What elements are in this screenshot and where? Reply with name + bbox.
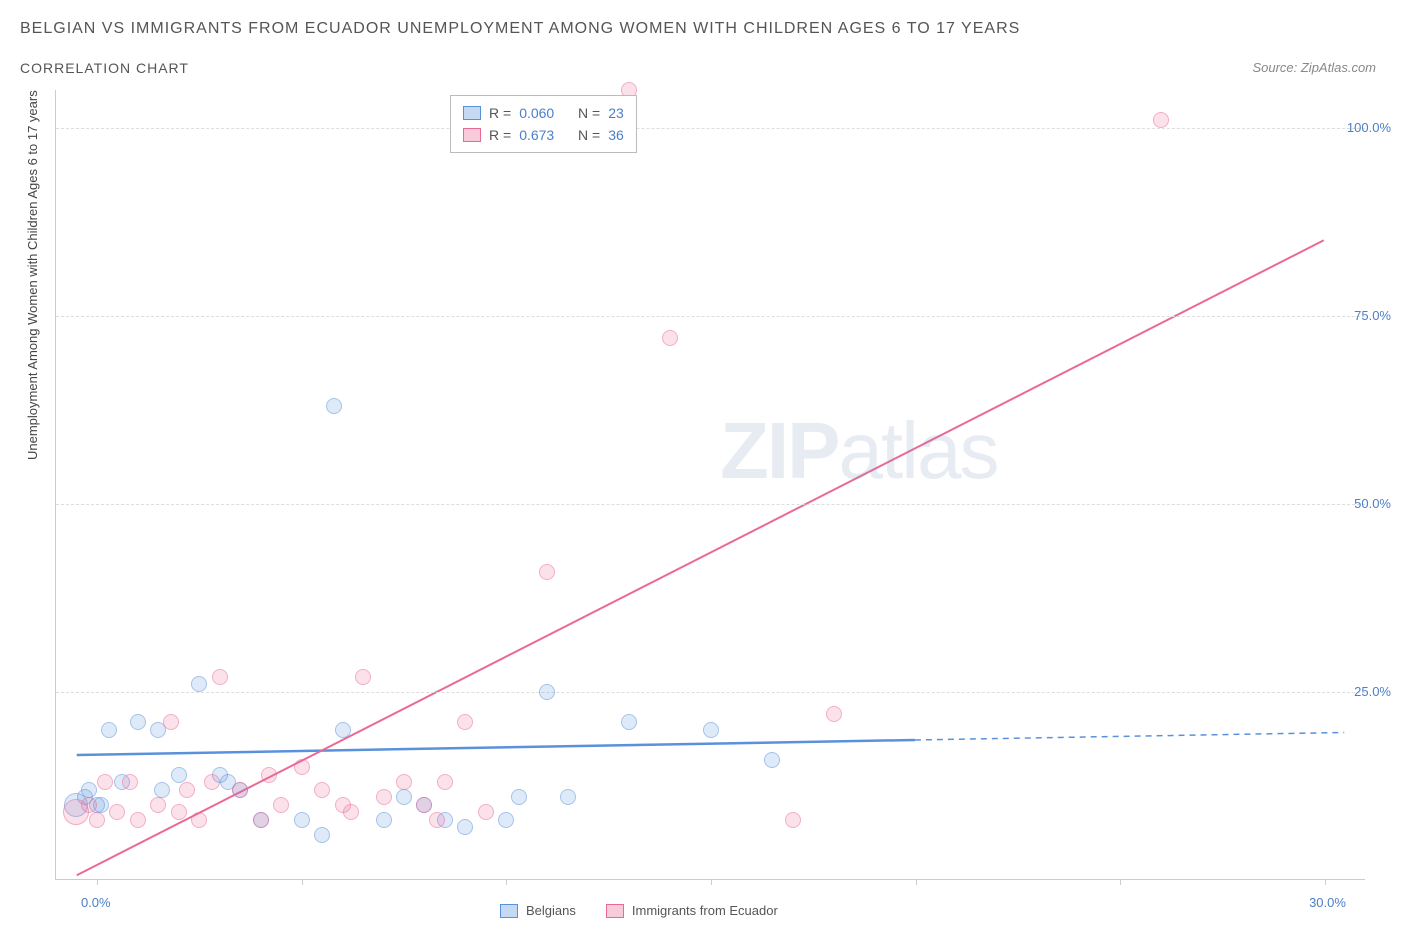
- scatter-point: [109, 804, 125, 820]
- legend-row: R = 0.673 N = 36: [463, 124, 624, 146]
- scatter-point: [212, 669, 228, 685]
- y-tick-label: 50.0%: [1354, 496, 1391, 511]
- scatter-point: [294, 812, 310, 828]
- scatter-point: [662, 330, 678, 346]
- scatter-point: [97, 774, 113, 790]
- scatter-point: [191, 676, 207, 692]
- r-label: R =: [489, 105, 511, 121]
- legend-swatch: [463, 128, 481, 142]
- scatter-point: [171, 804, 187, 820]
- scatter-point: [294, 759, 310, 775]
- scatter-point: [130, 812, 146, 828]
- scatter-point: [478, 804, 494, 820]
- legend-item: Belgians: [500, 903, 576, 918]
- legend-label: Belgians: [526, 903, 576, 918]
- scatter-point: [150, 797, 166, 813]
- x-tick: [1325, 879, 1326, 885]
- scatter-point: [396, 774, 412, 790]
- scatter-point: [179, 782, 195, 798]
- legend-swatch: [500, 904, 518, 918]
- scatter-point: [437, 774, 453, 790]
- x-tick: [506, 879, 507, 885]
- scatter-point: [261, 767, 277, 783]
- scatter-point: [539, 684, 555, 700]
- scatter-point: [376, 789, 392, 805]
- r-value: 0.673: [519, 127, 554, 143]
- y-tick-label: 100.0%: [1347, 120, 1391, 135]
- scatter-point: [416, 797, 432, 813]
- r-label: R =: [489, 127, 511, 143]
- legend-row: R = 0.060 N = 23: [463, 102, 624, 124]
- trend-lines-layer: [56, 90, 1365, 879]
- scatter-point: [511, 789, 527, 805]
- scatter-point: [273, 797, 289, 813]
- x-tick-label: 0.0%: [81, 895, 111, 910]
- gridline-h: [56, 504, 1365, 505]
- scatter-point: [343, 804, 359, 820]
- scatter-point: [130, 714, 146, 730]
- r-value: 0.060: [519, 105, 554, 121]
- scatter-point: [335, 722, 351, 738]
- x-tick: [916, 879, 917, 885]
- chart-plot-area: [55, 90, 1365, 880]
- scatter-point: [621, 714, 637, 730]
- scatter-point: [204, 774, 220, 790]
- legend-label: Immigrants from Ecuador: [632, 903, 778, 918]
- trend-line: [77, 740, 915, 755]
- scatter-point: [171, 767, 187, 783]
- scatter-point: [826, 706, 842, 722]
- scatter-point: [429, 812, 445, 828]
- chart-subtitle: CORRELATION CHART: [20, 60, 189, 76]
- series-legend: Belgians Immigrants from Ecuador: [500, 903, 778, 918]
- y-tick-label: 75.0%: [1354, 308, 1391, 323]
- scatter-point: [81, 797, 97, 813]
- n-value: 23: [608, 105, 624, 121]
- correlation-legend: R = 0.060 N = 23 R = 0.673 N = 36: [450, 95, 637, 153]
- scatter-point: [314, 782, 330, 798]
- y-axis-label: Unemployment Among Women with Children A…: [25, 90, 40, 460]
- scatter-point: [396, 789, 412, 805]
- scatter-point: [560, 789, 576, 805]
- scatter-point: [785, 812, 801, 828]
- legend-item: Immigrants from Ecuador: [606, 903, 778, 918]
- gridline-h: [56, 128, 1365, 129]
- scatter-point: [1153, 112, 1169, 128]
- y-tick-label: 25.0%: [1354, 684, 1391, 699]
- gridline-h: [56, 692, 1365, 693]
- scatter-point: [154, 782, 170, 798]
- scatter-point: [81, 782, 97, 798]
- x-tick: [1120, 879, 1121, 885]
- scatter-point: [703, 722, 719, 738]
- scatter-point: [376, 812, 392, 828]
- scatter-point: [764, 752, 780, 768]
- source-label: Source: ZipAtlas.com: [1252, 60, 1376, 75]
- scatter-point: [122, 774, 138, 790]
- chart-title: BELGIAN VS IMMIGRANTS FROM ECUADOR UNEMP…: [20, 20, 1020, 38]
- scatter-point: [326, 398, 342, 414]
- scatter-point: [457, 819, 473, 835]
- scatter-point: [539, 564, 555, 580]
- trend-line-dashed: [915, 732, 1344, 740]
- x-tick: [711, 879, 712, 885]
- legend-swatch: [463, 106, 481, 120]
- scatter-point: [457, 714, 473, 730]
- n-label: N =: [578, 127, 600, 143]
- scatter-point: [232, 782, 248, 798]
- legend-swatch: [606, 904, 624, 918]
- scatter-point: [101, 722, 117, 738]
- scatter-point: [355, 669, 371, 685]
- scatter-point: [163, 714, 179, 730]
- gridline-h: [56, 316, 1365, 317]
- scatter-point: [191, 812, 207, 828]
- n-label: N =: [578, 105, 600, 121]
- scatter-point: [89, 812, 105, 828]
- x-tick-label: 30.0%: [1309, 895, 1346, 910]
- x-tick: [302, 879, 303, 885]
- scatter-point: [498, 812, 514, 828]
- scatter-point: [314, 827, 330, 843]
- x-tick: [97, 879, 98, 885]
- n-value: 36: [608, 127, 624, 143]
- scatter-point: [253, 812, 269, 828]
